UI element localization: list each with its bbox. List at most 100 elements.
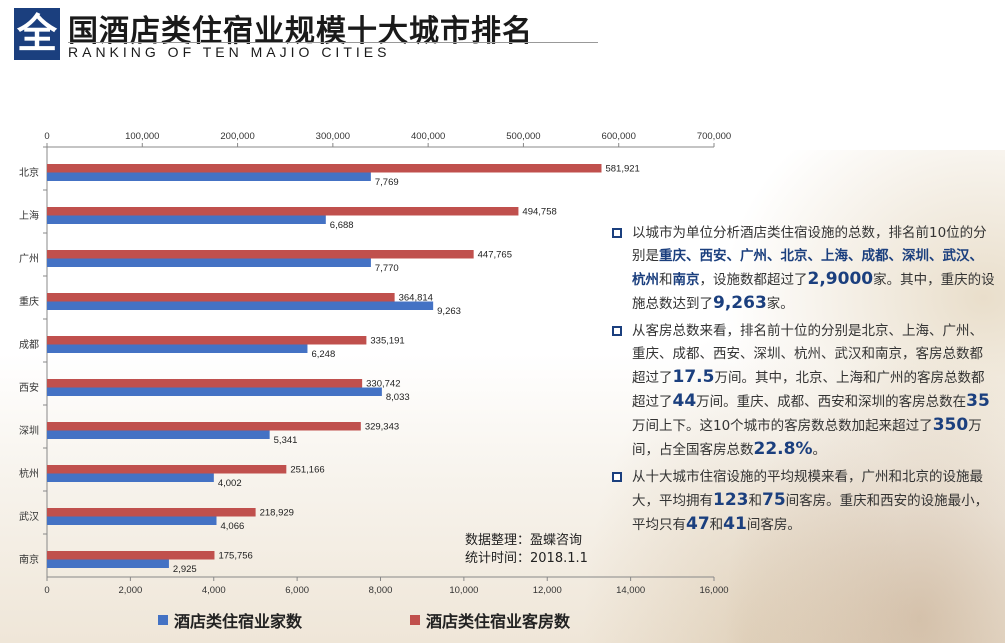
bar-hotels (47, 387, 382, 396)
highlight-text: 350 (932, 415, 969, 435)
data-label-rooms: 581,921 (605, 164, 639, 175)
top-axis-tick-label: 100,000 (125, 131, 159, 142)
data-label-hotels: 6,248 (311, 349, 335, 360)
data-label-rooms: 335,191 (370, 336, 404, 347)
bar-rooms (47, 207, 519, 216)
body-text: 和 (709, 517, 724, 533)
data-label-rooms: 175,756 (218, 551, 252, 562)
highlight-text: 41 (723, 514, 747, 534)
hotel-photo-background (575, 150, 1005, 643)
highlight-text: 75 (762, 490, 786, 510)
top-axis-tick-label: 600,000 (602, 131, 636, 142)
bar-rooms (47, 508, 256, 517)
bottom-axis-tick-label: 12,000 (533, 585, 562, 596)
category-label: 成都 (19, 339, 39, 351)
data-label-hotels: 4,066 (221, 521, 245, 532)
bar-rooms (47, 293, 395, 302)
analysis-paragraph: 以城市为单位分析酒店类住宿设施的总数，排名前10位的分别是重庆、西安、广州、北京… (610, 222, 995, 316)
legend-label-rooms: 酒店类住宿业客房数 (426, 612, 571, 631)
square-bullet-icon (612, 326, 622, 336)
bar-rooms (47, 250, 474, 259)
bar-hotels (47, 172, 371, 181)
legend-item-hotels: 酒店类住宿业家数 (158, 608, 302, 632)
data-label-rooms: 494,758 (522, 207, 556, 218)
bottom-axis-tick-label: 14,000 (616, 585, 645, 596)
category-label: 广州 (19, 253, 39, 265)
data-credit: 数据整理：盈蝶咨询 统计时间：2018.1.1 (465, 532, 588, 568)
analysis-paragraph: 从客房总数来看，排名前十位的分别是北京、上海、广州、重庆、成都、西安、深圳、杭州… (610, 320, 995, 462)
body-text: ，设施数都超过了 (699, 272, 808, 288)
bottom-axis-tick-label: 16,000 (699, 585, 728, 596)
category-label: 重庆 (19, 295, 39, 308)
category-label: 南京 (19, 553, 39, 566)
bottom-axis-tick-label: 8,000 (369, 585, 393, 596)
highlight-text: 44 (672, 391, 697, 411)
analysis-text: 以城市为单位分析酒店类住宿设施的总数，排名前10位的分别是重庆、西安、广州、北京… (610, 222, 995, 541)
data-label-rooms: 251,166 (290, 465, 324, 476)
body-text: 家。 (766, 296, 794, 312)
square-bullet-icon (612, 472, 622, 482)
body-text: 万间上下。这10个城市的客房数总数加起来超过了 (632, 418, 933, 434)
category-label: 武汉 (19, 510, 39, 523)
body-text: 万间，占全国客房总数 (632, 418, 982, 458)
top-axis-tick-label: 500,000 (506, 131, 540, 142)
body-text: 家。其中，重庆的设施总数达到了 (632, 272, 995, 312)
bar-rooms (47, 379, 363, 388)
top-axis-tick-label: 400,000 (411, 131, 445, 142)
data-label-hotels: 8,033 (386, 392, 410, 403)
data-label-rooms: 330,742 (366, 379, 400, 390)
data-label-rooms: 218,929 (260, 508, 294, 519)
bar-rooms (47, 336, 367, 345)
body-text: 以城市为单位分析酒店类住宿设施的总数，排名前10位的分别是 (632, 225, 987, 264)
title-divider (68, 42, 598, 43)
category-label: 西安 (19, 381, 39, 394)
highlight-text: 22.8% (753, 439, 813, 459)
top-axis-tick-label: 200,000 (220, 131, 254, 142)
category-label: 北京 (19, 166, 39, 179)
bar-rooms (47, 465, 287, 474)
highlight-text: 重庆、西安、广州、北京、上海、成都、深圳、武汉、杭州 (632, 248, 983, 288)
bar-chart: 0 100,000 200,000 300,000 400,000 500,000 600,… (19, 131, 731, 596)
data-label-rooms: 364,814 (399, 293, 433, 304)
highlight-text: 123 (713, 490, 749, 510)
data-label-hotels: 2,925 (173, 564, 197, 575)
legend-item-rooms: 酒店类住宿业客房数 (410, 608, 570, 632)
top-axis-tick-label: 700,000 (697, 131, 731, 142)
bar-hotels (47, 258, 371, 267)
data-label-hotels: 6,688 (330, 220, 354, 231)
highlight-text: 2,9000 (807, 269, 874, 289)
bar-hotels (47, 344, 308, 353)
body-text: 间客房。 (746, 517, 801, 533)
bar-rooms (47, 164, 602, 173)
body-text: 和 (748, 493, 763, 509)
body-text: 间客房。重庆和西安的设施最小，平均只有 (632, 493, 989, 533)
bar-hotels (47, 215, 326, 224)
credit-date: 统计时间：2018.1.1 (465, 551, 588, 566)
credit-source: 数据整理：盈蝶咨询 (465, 533, 583, 548)
top-axis-tick-label: 0 (44, 131, 49, 142)
page-subtitle: RANKING OF TEN MAJIO CITIES (68, 44, 391, 60)
body-text: 从客房总数来看，排名前十位的分别是北京、上海、广州、重庆、成都、西安、深圳、杭州… (632, 323, 983, 386)
highlight-text: 17.5 (672, 367, 715, 387)
bottom-axis-tick-label: 2,000 (118, 585, 142, 596)
body-text: 。 (812, 442, 826, 458)
body-text: 和 (659, 272, 673, 288)
data-label-hotels: 4,002 (218, 478, 242, 489)
highlight-text: 9,263 (713, 293, 767, 313)
data-label-rooms: 329,343 (365, 422, 399, 433)
highlight-text: 35 (966, 391, 990, 411)
data-label-hotels: 5,341 (274, 435, 298, 446)
category-label: 上海 (19, 209, 39, 222)
category-label: 深圳 (19, 425, 39, 437)
analysis-paragraph: 从十大城市住宿设施的平均规模来看，广州和北京的设施最大，平均拥有123和75间客… (610, 466, 995, 537)
top-axis-tick-label: 300,000 (316, 131, 350, 142)
legend-swatch-blue (158, 615, 168, 625)
bar-hotels (47, 516, 217, 525)
bar-rooms (47, 551, 215, 560)
body-text: 万间。其中，北京、上海和广州的客房总数都超过了 (632, 370, 985, 410)
body-text: 万间。重庆、成都、西安和深圳的客房总数在 (696, 394, 967, 410)
legend-label-hotels: 酒店类住宿业家数 (174, 612, 303, 631)
page-header: 全 国酒店类住宿业规模十大城市排名 RANKING OF TEN MAJIO C… (0, 0, 1005, 70)
category-label: 杭州 (19, 467, 39, 480)
bar-hotels (47, 301, 434, 310)
